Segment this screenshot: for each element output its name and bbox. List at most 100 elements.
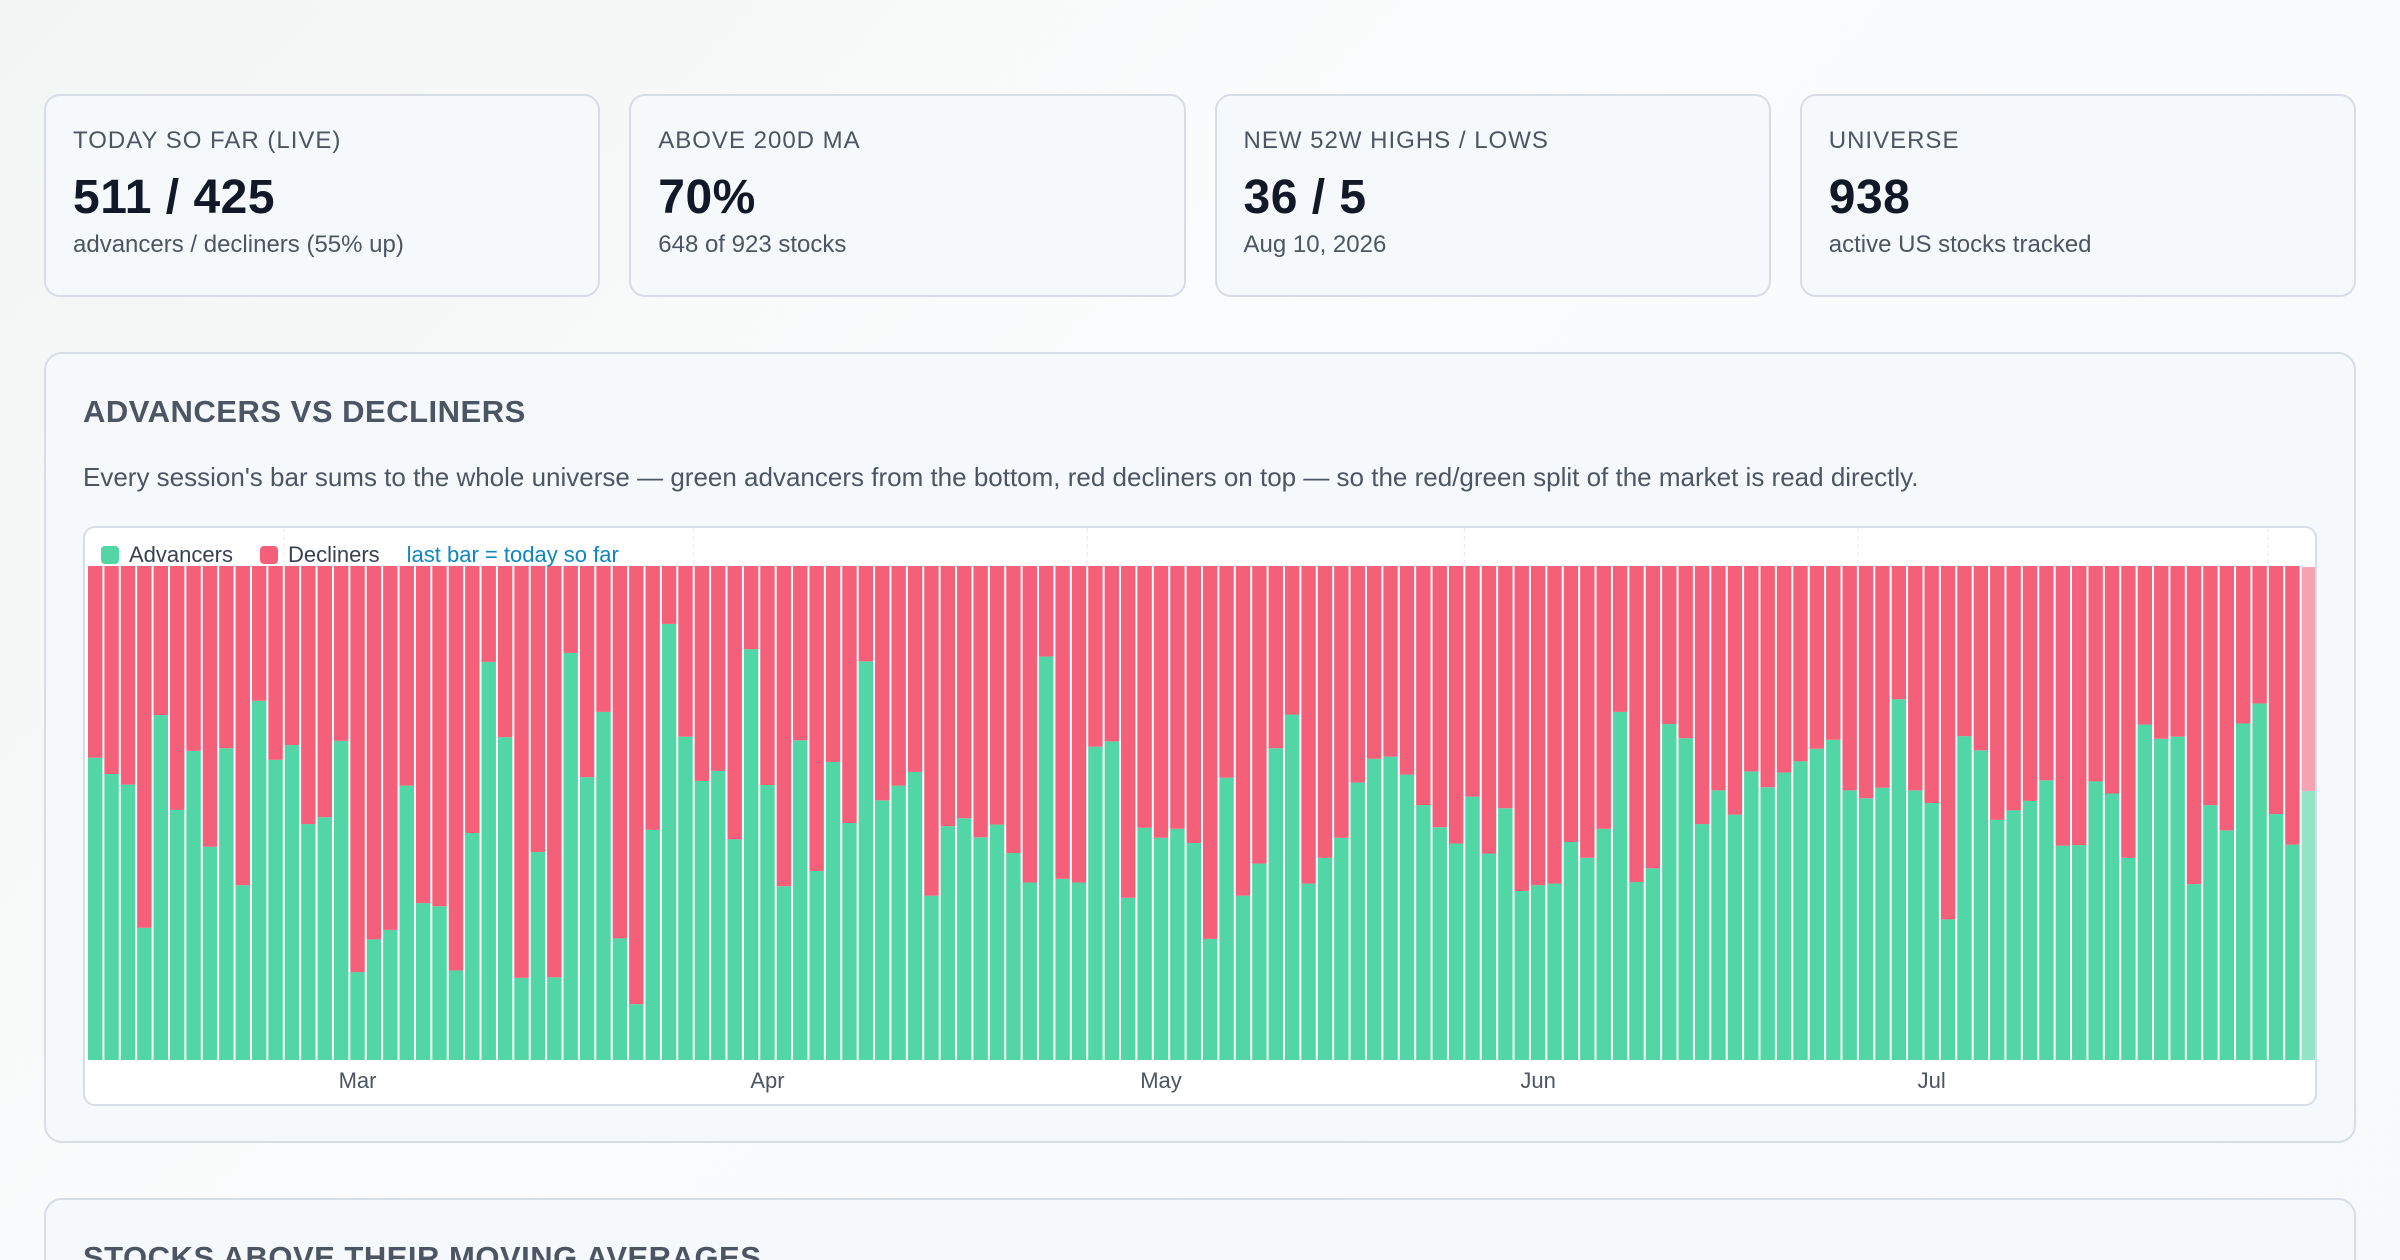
bar-decliners[interactable] (1891, 566, 1907, 700)
bar-advancers[interactable] (186, 750, 201, 1060)
bar-decliners[interactable] (1301, 566, 1316, 884)
bar-advancers[interactable] (2219, 830, 2235, 1060)
bar-advancers[interactable] (1088, 746, 1103, 1060)
bar-decliners[interactable] (1875, 566, 1890, 788)
bar-decliners[interactable] (219, 566, 234, 749)
bar-advancers[interactable] (383, 929, 398, 1060)
bar-advancers[interactable] (1006, 853, 1021, 1060)
bar-decliners[interactable] (2039, 566, 2054, 781)
bar-advancers[interactable] (1776, 772, 1792, 1060)
bar-advancers[interactable] (1203, 938, 1218, 1060)
legend-advancers[interactable]: Advancers (101, 542, 233, 568)
bar-advancers[interactable] (1662, 723, 1677, 1060)
bar-advancers[interactable] (366, 939, 382, 1060)
bar-advancers[interactable] (1760, 787, 1775, 1060)
bar-decliners[interactable] (1317, 566, 1333, 858)
bar-advancers[interactable] (350, 972, 365, 1060)
bar-decliners[interactable] (1563, 566, 1579, 842)
bar-decliners[interactable] (661, 566, 677, 624)
bar-advancers[interactable] (2088, 781, 2103, 1060)
bar-advancers[interactable] (497, 737, 513, 1060)
bar-advancers[interactable] (1252, 863, 1267, 1060)
bar-decliners[interactable] (465, 566, 480, 834)
bar-decliners[interactable] (1334, 566, 1349, 838)
bar-decliners[interactable] (711, 566, 726, 771)
bar-decliners[interactable] (1022, 566, 1038, 883)
bar-decliners[interactable] (1760, 566, 1775, 788)
bar-advancers[interactable] (448, 970, 464, 1060)
bar-advancers[interactable] (153, 715, 168, 1060)
bar-decliners[interactable] (2268, 566, 2284, 815)
bar-decliners[interactable] (547, 566, 562, 978)
bar-decliners[interactable] (1924, 566, 1939, 803)
bar-advancers[interactable] (1940, 919, 1956, 1060)
bar-advancers[interactable] (629, 1004, 644, 1060)
bar-advancers[interactable] (1596, 828, 1611, 1060)
bar-advancers[interactable] (1383, 756, 1398, 1060)
bar-advancers[interactable] (1990, 819, 2005, 1060)
bar-decliners[interactable] (973, 566, 988, 838)
bar-advancers[interactable] (727, 839, 742, 1060)
bar-advancers[interactable] (957, 818, 972, 1060)
bar-decliners[interactable] (809, 566, 824, 871)
bar-advancers[interactable] (1039, 656, 1054, 1060)
bar-decliners[interactable] (1498, 566, 1513, 809)
bar-advancers[interactable] (2236, 723, 2251, 1060)
bar-advancers[interactable] (1022, 882, 1038, 1060)
bar-decliners[interactable] (1137, 566, 1152, 828)
bar-decliners[interactable] (563, 566, 578, 653)
bar-advancers[interactable] (514, 977, 529, 1060)
bar-decliners[interactable] (825, 566, 841, 762)
bar-decliners[interactable] (1694, 566, 1710, 825)
bar-decliners[interactable] (2170, 566, 2185, 737)
bar-decliners[interactable] (333, 566, 349, 741)
bar-advancers[interactable] (251, 700, 267, 1060)
bar-advancers[interactable] (104, 774, 119, 1060)
bar-advancers[interactable] (1908, 790, 1923, 1060)
bar-decliners[interactable] (448, 566, 464, 971)
bar-advancers-today[interactable] (2301, 790, 2316, 1060)
bar-decliners[interactable] (645, 566, 660, 830)
bar-advancers[interactable] (2104, 793, 2120, 1060)
bar-advancers[interactable] (1957, 736, 1972, 1060)
bar-decliners[interactable] (169, 566, 185, 810)
bar-decliners[interactable] (1432, 566, 1447, 828)
bar-advancers[interactable] (481, 661, 496, 1060)
bar-decliners[interactable] (1776, 566, 1792, 773)
bar-decliners[interactable] (989, 566, 1005, 825)
bar-decliners[interactable] (1990, 566, 2005, 820)
bar-advancers[interactable] (1924, 802, 1939, 1060)
bar-decliners[interactable] (383, 566, 398, 930)
bar-advancers[interactable] (678, 736, 693, 1060)
bar-advancers[interactable] (661, 623, 677, 1060)
bar-advancers[interactable] (235, 885, 250, 1060)
bar-advancers[interactable] (1334, 837, 1349, 1060)
bar-advancers[interactable] (1268, 748, 1283, 1060)
bar-advancers[interactable] (1858, 798, 1874, 1060)
bar-advancers[interactable] (317, 817, 332, 1060)
bar-decliners[interactable] (284, 566, 300, 746)
bar-decliners[interactable] (2236, 566, 2251, 724)
bar-advancers[interactable] (1612, 711, 1628, 1060)
bar-decliners[interactable] (514, 566, 529, 978)
bar-advancers[interactable] (1793, 761, 1808, 1060)
bar-advancers[interactable] (1055, 878, 1070, 1060)
bar-decliners[interactable] (268, 566, 283, 760)
bar-advancers[interactable] (907, 771, 923, 1060)
bar-advancers[interactable] (301, 824, 316, 1060)
bar-advancers[interactable] (694, 780, 710, 1060)
bar-decliners[interactable] (1547, 566, 1562, 884)
bar-advancers[interactable] (743, 649, 759, 1060)
bar-advancers[interactable] (579, 777, 595, 1060)
bar-decliners[interactable] (1416, 566, 1431, 806)
bar-advancers[interactable] (202, 846, 218, 1060)
bar-advancers[interactable] (1317, 857, 1333, 1060)
bar-decliners[interactable] (1629, 566, 1644, 882)
bar-advancers[interactable] (2268, 814, 2284, 1060)
bar-advancers[interactable] (842, 823, 857, 1060)
bar-decliners[interactable] (1662, 566, 1677, 724)
bar-advancers[interactable] (1350, 782, 1365, 1060)
bar-decliners[interactable] (1465, 566, 1480, 797)
bar-advancers[interactable] (1104, 741, 1120, 1060)
bar-advancers[interactable] (1186, 843, 1201, 1060)
